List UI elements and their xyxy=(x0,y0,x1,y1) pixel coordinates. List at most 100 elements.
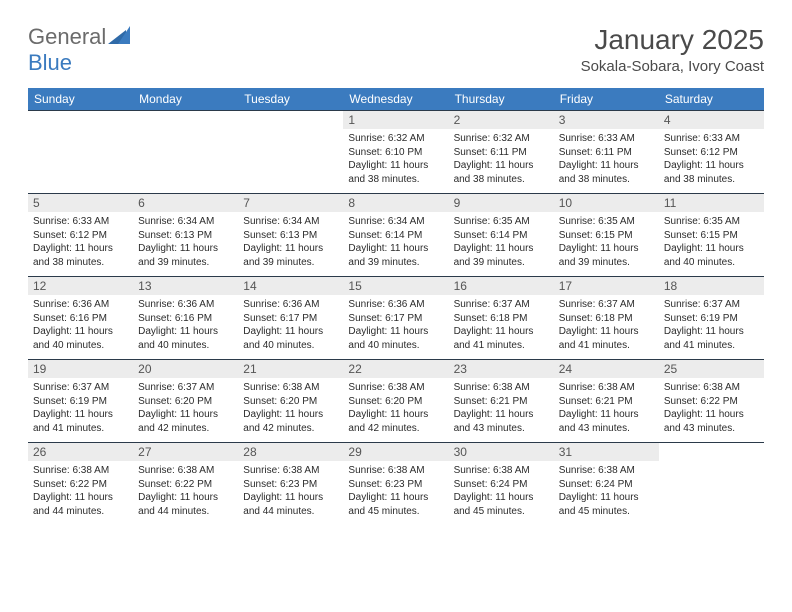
day-number: 19 xyxy=(28,360,133,378)
sunset-text: Sunset: 6:17 PM xyxy=(243,312,338,326)
calendar-day-cell: 11Sunrise: 6:35 AMSunset: 6:15 PMDayligh… xyxy=(659,194,764,277)
daylight-text: Daylight: 11 hours and 45 minutes. xyxy=(454,491,549,518)
day-number: 22 xyxy=(343,360,448,378)
sunset-text: Sunset: 6:10 PM xyxy=(348,146,443,160)
sunrise-text: Sunrise: 6:38 AM xyxy=(559,381,654,395)
sunset-text: Sunset: 6:12 PM xyxy=(664,146,759,160)
day-number: 30 xyxy=(449,443,554,461)
day-details: Sunrise: 6:38 AMSunset: 6:22 PMDaylight:… xyxy=(133,461,238,525)
sunset-text: Sunset: 6:11 PM xyxy=(559,146,654,160)
calendar-day-cell: 3Sunrise: 6:33 AMSunset: 6:11 PMDaylight… xyxy=(554,111,659,194)
daylight-text: Daylight: 11 hours and 43 minutes. xyxy=(559,408,654,435)
daylight-text: Daylight: 11 hours and 45 minutes. xyxy=(559,491,654,518)
calendar-day-cell: 10Sunrise: 6:35 AMSunset: 6:15 PMDayligh… xyxy=(554,194,659,277)
daylight-text: Daylight: 11 hours and 42 minutes. xyxy=(348,408,443,435)
day-number: 12 xyxy=(28,277,133,295)
daylight-text: Daylight: 11 hours and 42 minutes. xyxy=(243,408,338,435)
daylight-text: Daylight: 11 hours and 44 minutes. xyxy=(33,491,128,518)
day-number: 31 xyxy=(554,443,659,461)
weekday-head: Tuesday xyxy=(238,88,343,111)
sunrise-text: Sunrise: 6:38 AM xyxy=(138,464,233,478)
brand-logo: GeneralBlue xyxy=(28,24,130,76)
calendar-week-row: 12Sunrise: 6:36 AMSunset: 6:16 PMDayligh… xyxy=(28,277,764,360)
sunrise-text: Sunrise: 6:32 AM xyxy=(454,132,549,146)
calendar-day-cell: 28Sunrise: 6:38 AMSunset: 6:23 PMDayligh… xyxy=(238,443,343,526)
day-number: 11 xyxy=(659,194,764,212)
daylight-text: Daylight: 11 hours and 41 minutes. xyxy=(664,325,759,352)
calendar-day-cell: 5Sunrise: 6:33 AMSunset: 6:12 PMDaylight… xyxy=(28,194,133,277)
sunset-text: Sunset: 6:12 PM xyxy=(33,229,128,243)
calendar-day-cell: 22Sunrise: 6:38 AMSunset: 6:20 PMDayligh… xyxy=(343,360,448,443)
daylight-text: Daylight: 11 hours and 43 minutes. xyxy=(454,408,549,435)
sunset-text: Sunset: 6:20 PM xyxy=(243,395,338,409)
sunset-text: Sunset: 6:24 PM xyxy=(454,478,549,492)
sunrise-text: Sunrise: 6:38 AM xyxy=(348,464,443,478)
day-details: Sunrise: 6:36 AMSunset: 6:16 PMDaylight:… xyxy=(28,295,133,359)
day-details: Sunrise: 6:37 AMSunset: 6:18 PMDaylight:… xyxy=(449,295,554,359)
calendar-day-cell: 17Sunrise: 6:37 AMSunset: 6:18 PMDayligh… xyxy=(554,277,659,360)
sunrise-text: Sunrise: 6:37 AM xyxy=(33,381,128,395)
day-number: 17 xyxy=(554,277,659,295)
calendar-table: Sunday Monday Tuesday Wednesday Thursday… xyxy=(28,88,764,525)
day-details: Sunrise: 6:38 AMSunset: 6:20 PMDaylight:… xyxy=(343,378,448,442)
day-number: 23 xyxy=(449,360,554,378)
sunset-text: Sunset: 6:20 PM xyxy=(138,395,233,409)
sunrise-text: Sunrise: 6:35 AM xyxy=(664,215,759,229)
day-details: Sunrise: 6:38 AMSunset: 6:23 PMDaylight:… xyxy=(343,461,448,525)
daylight-text: Daylight: 11 hours and 40 minutes. xyxy=(138,325,233,352)
sunrise-text: Sunrise: 6:37 AM xyxy=(454,298,549,312)
day-details: Sunrise: 6:32 AMSunset: 6:11 PMDaylight:… xyxy=(449,129,554,193)
daylight-text: Daylight: 11 hours and 38 minutes. xyxy=(664,159,759,186)
calendar-day-cell: 18Sunrise: 6:37 AMSunset: 6:19 PMDayligh… xyxy=(659,277,764,360)
calendar-day-cell: 27Sunrise: 6:38 AMSunset: 6:22 PMDayligh… xyxy=(133,443,238,526)
day-details: Sunrise: 6:38 AMSunset: 6:21 PMDaylight:… xyxy=(554,378,659,442)
day-number: 26 xyxy=(28,443,133,461)
calendar-day-cell: 7Sunrise: 6:34 AMSunset: 6:13 PMDaylight… xyxy=(238,194,343,277)
daylight-text: Daylight: 11 hours and 44 minutes. xyxy=(138,491,233,518)
day-number: 27 xyxy=(133,443,238,461)
calendar-day-cell: 8Sunrise: 6:34 AMSunset: 6:14 PMDaylight… xyxy=(343,194,448,277)
daylight-text: Daylight: 11 hours and 41 minutes. xyxy=(454,325,549,352)
day-details: Sunrise: 6:38 AMSunset: 6:24 PMDaylight:… xyxy=(554,461,659,525)
sunrise-text: Sunrise: 6:34 AM xyxy=(138,215,233,229)
sunset-text: Sunset: 6:22 PM xyxy=(664,395,759,409)
sunset-text: Sunset: 6:23 PM xyxy=(348,478,443,492)
sunset-text: Sunset: 6:18 PM xyxy=(559,312,654,326)
daylight-text: Daylight: 11 hours and 44 minutes. xyxy=(243,491,338,518)
sunset-text: Sunset: 6:19 PM xyxy=(664,312,759,326)
calendar-day-cell xyxy=(238,111,343,194)
sunset-text: Sunset: 6:24 PM xyxy=(559,478,654,492)
day-details: Sunrise: 6:34 AMSunset: 6:13 PMDaylight:… xyxy=(133,212,238,276)
day-number: 24 xyxy=(554,360,659,378)
sunset-text: Sunset: 6:11 PM xyxy=(454,146,549,160)
sunrise-text: Sunrise: 6:36 AM xyxy=(138,298,233,312)
calendar-page: GeneralBlue January 2025 Sokala-Sobara, … xyxy=(0,0,792,549)
day-details: Sunrise: 6:35 AMSunset: 6:15 PMDaylight:… xyxy=(554,212,659,276)
sunrise-text: Sunrise: 6:33 AM xyxy=(33,215,128,229)
weekday-head: Friday xyxy=(554,88,659,111)
brand-text: GeneralBlue xyxy=(28,24,130,76)
day-details: Sunrise: 6:38 AMSunset: 6:20 PMDaylight:… xyxy=(238,378,343,442)
day-details: Sunrise: 6:36 AMSunset: 6:17 PMDaylight:… xyxy=(343,295,448,359)
day-details: Sunrise: 6:33 AMSunset: 6:12 PMDaylight:… xyxy=(28,212,133,276)
sunrise-text: Sunrise: 6:38 AM xyxy=(348,381,443,395)
title-block: January 2025 Sokala-Sobara, Ivory Coast xyxy=(581,24,764,75)
weekday-head: Sunday xyxy=(28,88,133,111)
day-number: 18 xyxy=(659,277,764,295)
sunset-text: Sunset: 6:18 PM xyxy=(454,312,549,326)
sunrise-text: Sunrise: 6:38 AM xyxy=(243,381,338,395)
day-number: 20 xyxy=(133,360,238,378)
daylight-text: Daylight: 11 hours and 39 minutes. xyxy=(454,242,549,269)
daylight-text: Daylight: 11 hours and 41 minutes. xyxy=(33,408,128,435)
calendar-day-cell: 26Sunrise: 6:38 AMSunset: 6:22 PMDayligh… xyxy=(28,443,133,526)
weekday-head: Wednesday xyxy=(343,88,448,111)
day-number: 28 xyxy=(238,443,343,461)
day-number: 5 xyxy=(28,194,133,212)
sunrise-text: Sunrise: 6:38 AM xyxy=(664,381,759,395)
sunrise-text: Sunrise: 6:35 AM xyxy=(454,215,549,229)
sunset-text: Sunset: 6:19 PM xyxy=(33,395,128,409)
calendar-day-cell: 21Sunrise: 6:38 AMSunset: 6:20 PMDayligh… xyxy=(238,360,343,443)
daylight-text: Daylight: 11 hours and 42 minutes. xyxy=(138,408,233,435)
day-number: 14 xyxy=(238,277,343,295)
daylight-text: Daylight: 11 hours and 38 minutes. xyxy=(33,242,128,269)
